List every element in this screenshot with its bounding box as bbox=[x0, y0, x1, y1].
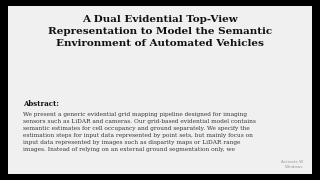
Text: Activate W
Windows: Activate W Windows bbox=[281, 160, 303, 169]
FancyBboxPatch shape bbox=[8, 6, 312, 174]
Text: Abstract:: Abstract: bbox=[23, 100, 59, 108]
Text: We present a generic evidential grid mapping pipeline designed for imaging
senso: We present a generic evidential grid map… bbox=[23, 112, 256, 152]
Text: A Dual Evidential Top-View
Representation to Model the Semantic
Environment of A: A Dual Evidential Top-View Representatio… bbox=[48, 15, 272, 48]
